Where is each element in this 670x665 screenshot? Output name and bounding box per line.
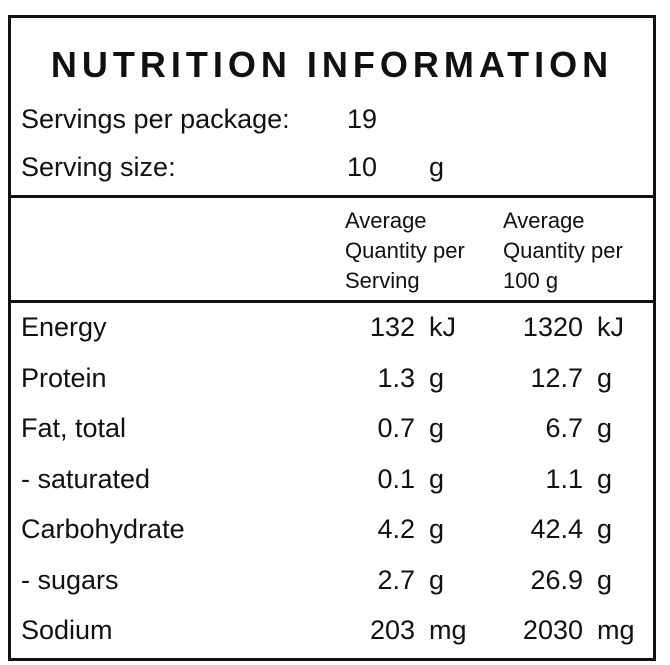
per-100g-unit: g xyxy=(597,463,613,494)
per-serving-value: 1.3 xyxy=(377,362,415,393)
title: NUTRITION INFORMATION xyxy=(50,44,614,85)
column-header: Average Quantity per 100 g xyxy=(503,208,623,293)
per-serving-value: 132 xyxy=(369,312,415,342)
per-serving-value: 0.1 xyxy=(377,463,415,494)
servings-value: 19 xyxy=(347,104,378,134)
divider xyxy=(11,300,653,303)
per-serving-value: 2.7 xyxy=(377,564,415,595)
per-100g-value: 1.1 xyxy=(545,463,583,494)
per-serving-unit: g xyxy=(429,362,445,393)
nutrient-name: - sugars xyxy=(21,564,119,595)
serving-size-label: Serving size: xyxy=(21,152,176,182)
per-serving-unit: g xyxy=(429,463,445,494)
per-100g-value: 6.7 xyxy=(545,413,583,443)
column-header: Average Quantity per Serving xyxy=(345,208,465,293)
nutrient-name: - saturated xyxy=(21,463,151,494)
per-serving-value: 4.2 xyxy=(377,514,415,544)
nutrient-name: Fat, total xyxy=(21,413,127,443)
per-serving-value: 0.7 xyxy=(377,413,415,443)
per-100g-value: 2030 xyxy=(522,615,583,645)
per-serving-value: 203 xyxy=(369,615,415,645)
per-100g-unit: kJ xyxy=(597,312,624,342)
per-100g-unit: g xyxy=(597,564,613,595)
per-100g-unit: g xyxy=(597,514,613,544)
per-100g-value: 42.4 xyxy=(530,514,583,544)
servings-label: Servings per package: xyxy=(21,104,290,134)
nutrient-name: Energy xyxy=(21,312,107,342)
nutrition-panel: NUTRITION INFORMATION Servings per packa… xyxy=(8,15,656,661)
divider xyxy=(11,195,653,198)
nutrient-name: Sodium xyxy=(21,615,113,645)
nutrient-name: Protein xyxy=(21,362,107,393)
per-serving-unit: g xyxy=(429,564,445,595)
per-serving-unit: mg xyxy=(429,615,467,645)
serving-size-unit: g xyxy=(429,152,445,182)
per-serving-unit: kJ xyxy=(429,312,456,342)
per-100g-value: 26.9 xyxy=(530,564,583,595)
per-100g-value: 1320 xyxy=(522,312,583,342)
per-serving-unit: g xyxy=(429,514,445,544)
per-100g-value: 12.7 xyxy=(530,362,583,393)
per-100g-unit: mg xyxy=(597,615,635,645)
per-100g-unit: g xyxy=(597,413,613,443)
nutrient-name: Carbohydrate xyxy=(21,514,185,544)
per-serving-unit: g xyxy=(429,413,445,443)
per-100g-unit: g xyxy=(597,362,613,393)
serving-size-value: 10 xyxy=(347,152,378,182)
